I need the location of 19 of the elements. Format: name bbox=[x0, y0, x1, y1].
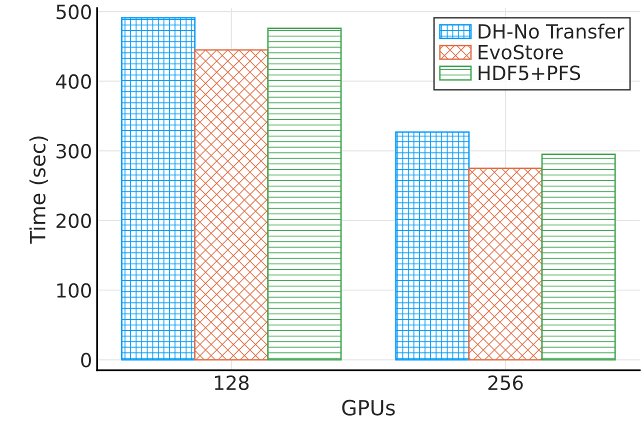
y-tick-label: 500 bbox=[56, 4, 91, 20]
bar bbox=[468, 168, 543, 360]
bar bbox=[541, 154, 616, 360]
bar bbox=[194, 49, 269, 360]
y-tick-label: 100 bbox=[57, 283, 91, 298]
y-tick-label: 300 bbox=[56, 144, 91, 159]
legend-label: EvoStore bbox=[478, 44, 563, 60]
x-tick-label: 256 bbox=[488, 375, 523, 390]
y-tick-label: 0 bbox=[81, 352, 91, 368]
y-tick-label: 200 bbox=[56, 213, 91, 228]
x-tick-label: 128 bbox=[214, 375, 249, 390]
bar bbox=[395, 131, 470, 360]
y-axis-title: Time (sec) bbox=[29, 136, 48, 244]
legend-label: HDF5+PFS bbox=[478, 66, 580, 80]
bar bbox=[121, 17, 196, 360]
legend-label: DH-No Transfer bbox=[478, 24, 624, 39]
x-axis-title: GPUs bbox=[342, 400, 395, 416]
bar bbox=[267, 28, 342, 360]
y-tick-label: 400 bbox=[56, 74, 91, 89]
